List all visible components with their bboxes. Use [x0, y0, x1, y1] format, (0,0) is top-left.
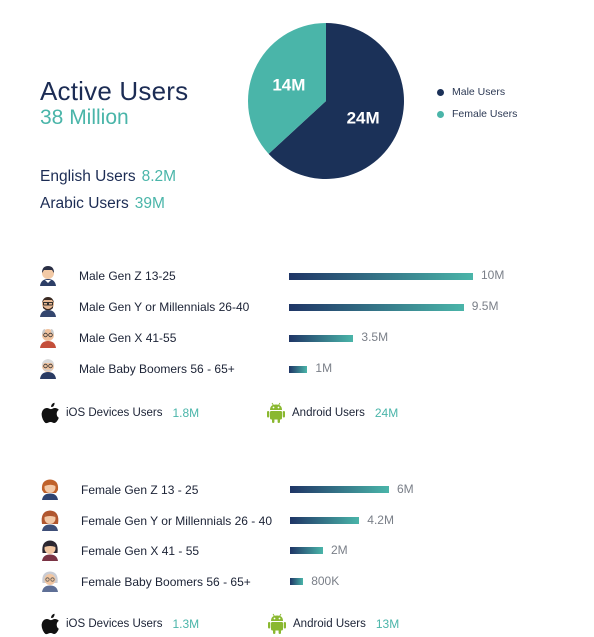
female-bar-2: [290, 547, 323, 554]
male-android-value: 24M: [374, 406, 399, 420]
male-bar-2: [289, 335, 354, 342]
male-baby-boomer-avatar-icon: [40, 359, 56, 379]
male-row-label-1: Male Gen Y or Millennials 26-40: [79, 300, 250, 314]
female-gen-z-avatar-icon: [41, 479, 59, 500]
pie-legend: Male Users Female Users: [437, 86, 517, 120]
android-icon: [268, 613, 286, 634]
male-bar-value-1: 9.5M: [471, 299, 499, 313]
female-ios-value: 1.3M: [172, 617, 200, 631]
male-bar-1: [289, 304, 464, 311]
male-android-users: Android Users 24M: [266, 402, 398, 424]
male-row-label-0: Male Gen Z 13-25: [79, 269, 176, 283]
female-baby-boomer-avatar-icon: [42, 571, 58, 592]
page-subtitle: 38 Million: [40, 106, 129, 129]
female-ios-users: iOS Devices Users 1.3M: [40, 613, 199, 635]
male-bar-3: [289, 366, 308, 373]
male-ios-users: iOS Devices Users 1.8M: [40, 402, 199, 424]
female-android-value: 13M: [375, 617, 400, 631]
legend-swatch-female: [437, 110, 444, 118]
female-bar-value-1: 4.2M: [367, 513, 394, 527]
gender-pie-chart: 24M 14M: [248, 23, 404, 179]
arabic-users-value: 39M: [134, 195, 165, 212]
pie-slice-female-users: [248, 23, 326, 154]
legend-label-male: Male Users: [452, 86, 506, 98]
legend-item-female-users: Female Users: [437, 108, 517, 120]
apple-icon: [41, 402, 59, 424]
female-bar-value-2: 2M: [331, 543, 348, 557]
male-row-label-3: Male Baby Boomers 56 - 65+: [79, 362, 235, 376]
pie-label-male-users: 24M: [347, 108, 380, 127]
female-row-label-2: Female Gen X 41 - 55: [81, 544, 200, 558]
male-ios-value: 1.8M: [172, 406, 200, 420]
male-bar-value-2: 3.5M: [361, 330, 389, 344]
pie-slice-male-users: [268, 23, 404, 179]
female-bar-value-0: 6M: [397, 482, 414, 496]
legend-swatch-male: [437, 88, 444, 96]
female-android-label: Android Users: [293, 618, 366, 630]
female-bar-0: [290, 486, 389, 493]
english-users-stat: English Users 8.2M: [40, 168, 176, 186]
female-bar-3: [290, 578, 304, 585]
male-android-label: Android Users: [292, 407, 365, 419]
english-users-value: 8.2M: [141, 168, 177, 185]
english-users-label: English Users: [40, 168, 136, 185]
male-bar-0: [289, 273, 473, 280]
male-gen-x-avatar-icon: [40, 329, 56, 348]
male-gen-z-avatar-icon: [40, 266, 56, 286]
male-row-label-2: Male Gen X 41-55: [79, 331, 177, 345]
apple-icon: [41, 613, 59, 635]
pie-label-female-users: 14M: [272, 76, 305, 95]
male-bar-value-3: 1M: [315, 361, 333, 375]
male-bar-value-0: 10M: [481, 268, 505, 282]
android-icon: [267, 402, 285, 423]
legend-item-male-users: Male Users: [437, 86, 517, 98]
female-ios-label: iOS Devices Users: [66, 618, 163, 630]
female-gen-x-avatar-icon: [42, 540, 58, 561]
page-title: Active Users: [40, 76, 189, 106]
female-bar-1: [290, 517, 360, 524]
female-android-users: Android Users 13M: [267, 613, 399, 635]
female-row-label-1: Female Gen Y or Millennials 26 - 40: [81, 514, 272, 528]
male-ios-label: iOS Devices Users: [66, 407, 163, 419]
female-row-label-0: Female Gen Z 13 - 25: [81, 483, 199, 497]
female-gen-y-avatar-icon: [41, 510, 59, 531]
legend-label-female: Female Users: [452, 108, 518, 120]
arabic-users-stat: Arabic Users 39M: [40, 195, 165, 213]
female-bar-value-3: 800K: [311, 574, 340, 588]
male-gen-y-avatar-icon: [40, 297, 56, 317]
arabic-users-label: Arabic Users: [40, 195, 129, 212]
female-row-label-3: Female Baby Boomers 56 - 65+: [81, 575, 251, 589]
